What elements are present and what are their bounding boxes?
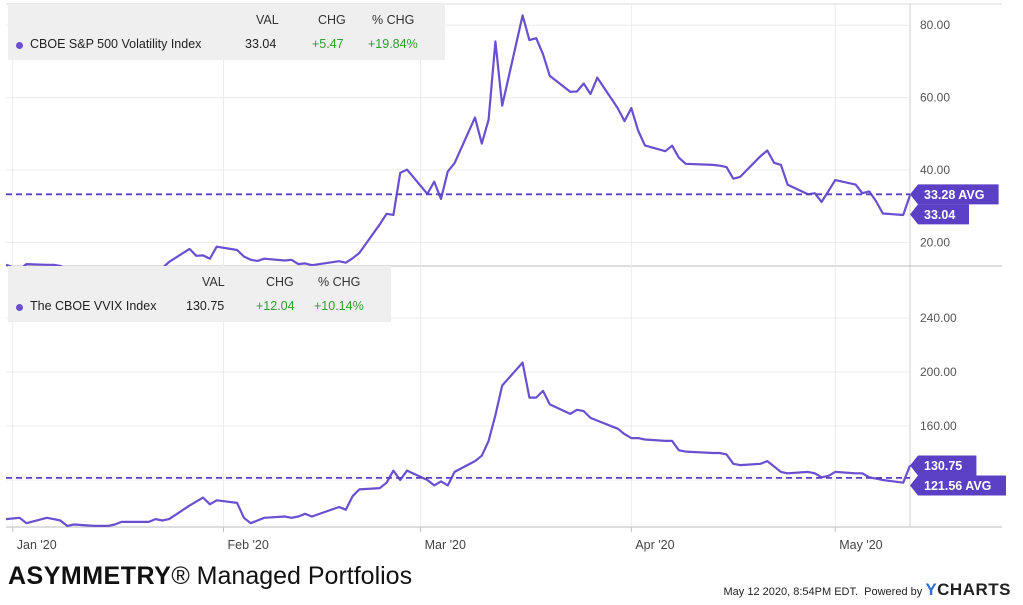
legend-chg: +12.04: [256, 299, 295, 313]
legend-pct: +10.14%: [314, 299, 364, 313]
legend-val: 33.04: [245, 37, 277, 51]
y-tick-label: 40.00: [920, 163, 950, 177]
brand-tagline: Managed Portfolios: [189, 562, 413, 590]
label-tag-text: 33.04: [924, 208, 955, 222]
y-tick-label: 200.00: [920, 365, 957, 379]
legend-header-val: VAL: [256, 13, 279, 27]
legend-series-name: The CBOE VVIX Index: [30, 299, 157, 313]
legend-val: 130.75: [186, 299, 225, 313]
legend-header-chg: CHG: [318, 13, 346, 27]
legend-header-pct: % CHG: [318, 275, 361, 289]
legend-header-pct: % CHG: [372, 13, 415, 27]
y-tick-label: 60.00: [920, 91, 950, 105]
avg-value-label: 121.56 AVG: [910, 475, 1006, 496]
x-tick-label: Feb '20: [228, 538, 269, 552]
legend-header-val: VAL: [202, 275, 225, 289]
last-value-label: 33.04: [910, 204, 969, 225]
avg-value-label: 33.28 AVG: [910, 184, 999, 205]
legend-chg: +5.47: [312, 37, 344, 51]
legend-pct: +19.84%: [368, 37, 418, 51]
series-dot-icon: [16, 42, 23, 49]
series-dot-icon: [16, 304, 23, 311]
legend-series-name: CBOE S&P 500 Volatility Index: [30, 37, 202, 51]
vix-legend: VAL CHG % CHG CBOE S&P 500 Volatility In…: [8, 4, 445, 60]
label-tag-text: 33.28 AVG: [924, 188, 984, 202]
ycharts-logo[interactable]: YCHARTS: [925, 580, 1011, 599]
timestamp: May 12 2020, 8:54PM EDT.: [723, 586, 859, 598]
label-tag-shape: [910, 455, 977, 476]
ycharts-y: Y: [925, 580, 938, 599]
brand-name: ASYMMETRY: [8, 562, 172, 590]
label-tag-shape: [910, 475, 1006, 496]
y-tick-label: 20.00: [920, 235, 950, 249]
x-tick-label: Jan '20: [17, 538, 57, 552]
powered-by-text: Powered by: [864, 586, 923, 598]
label-tag-text: 130.75: [924, 459, 962, 473]
y-tick-label: 160.00: [920, 419, 957, 433]
y-tick-label: 240.00: [920, 311, 957, 325]
ycharts-rest: CHARTS: [937, 580, 1011, 599]
label-tag-shape: [910, 204, 969, 225]
series-line: [5, 361, 912, 528]
footer-credits: May 12 2020, 8:54PM EDT. Powered by YCHA…: [724, 580, 1011, 600]
brand-logo: ASYMMETRY® Managed Portfolios: [8, 562, 412, 591]
x-tick-label: Apr '20: [635, 538, 674, 552]
vvix-legend: VAL CHG % CHG The CBOE VVIX Index 130.75…: [8, 266, 391, 322]
x-tick-label: May '20: [839, 538, 882, 552]
brand-registered: ®: [171, 562, 190, 590]
y-tick-label: 80.00: [920, 18, 950, 32]
label-tag-shape: [910, 184, 999, 205]
x-tick-label: Mar '20: [425, 538, 466, 552]
last-value-label: 130.75: [910, 455, 977, 476]
label-tag-text: 121.56 AVG: [924, 479, 991, 493]
legend-header-chg: CHG: [266, 275, 294, 289]
